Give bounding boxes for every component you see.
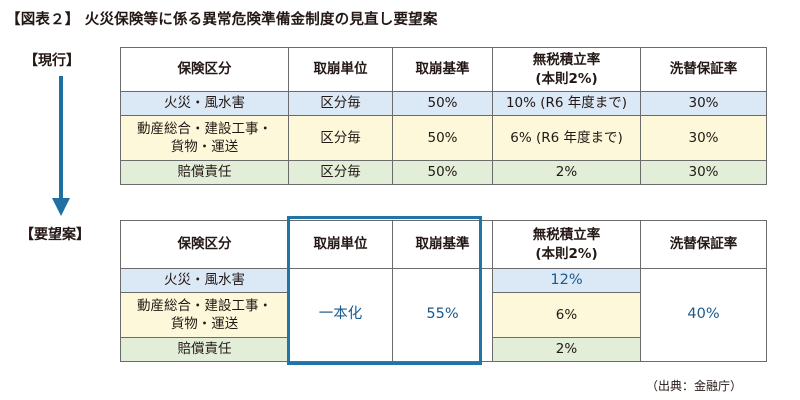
- source-note: （出典：金融庁）: [645, 379, 742, 393]
- table-header-row: 保険区分 取崩単位 取崩基準 無税積立率 (本則2%) 洗替保証率: [120, 47, 767, 92]
- cell-guarantee: 30%: [640, 91, 767, 116]
- header-category: 保険区分: [120, 47, 289, 92]
- header-unit: 取崩単位: [288, 220, 393, 269]
- table-row: 賠償責任 2%: [120, 337, 767, 362]
- cell-guarantee: 30%: [640, 115, 767, 161]
- cell-rate: 12%: [492, 268, 641, 293]
- cell-rate: 2%: [492, 160, 641, 185]
- table-row: 動産総合・建設工事・ 貨物・運送 6%: [120, 292, 767, 338]
- cell-rate: 6% (R6 年度まで): [492, 115, 641, 161]
- table-row: 賠償責任 区分毎 50% 2% 30%: [120, 160, 767, 185]
- cell-guarantee: 30%: [640, 160, 767, 185]
- header-standard: 取崩基準: [392, 47, 493, 92]
- proposal-table: 保険区分 取崩単位 取崩基準 無税積立率 (本則2%) 洗替保証率 火災・風水害 …: [120, 220, 767, 362]
- cell-standard: 50%: [392, 160, 493, 185]
- header-tax-free-rate: 無税積立率 (本則2%): [492, 220, 641, 269]
- cell-unit: 区分毎: [288, 160, 393, 185]
- cell-unit: 区分毎: [288, 91, 393, 116]
- cell-standard: 50%: [392, 91, 493, 116]
- table-row: 火災・風水害 一本化 55% 12% 40%: [120, 268, 767, 362]
- header-standard: 取崩基準: [392, 220, 493, 269]
- cell-category: 賠償責任: [120, 160, 289, 185]
- cell-category: 賠償責任: [120, 337, 289, 362]
- cell-unit-unified: 一本化: [288, 268, 393, 362]
- cell-rate: 6%: [492, 292, 641, 338]
- down-arrow-icon: [52, 76, 70, 216]
- cell-category: 火災・風水害: [120, 268, 289, 293]
- cell-guarantee-unified: 40%: [640, 268, 767, 362]
- header-category: 保険区分: [120, 220, 289, 269]
- figure-title: 【図表２】 火災保険等に係る異常危険準備金制度の見直し要望案: [6, 12, 438, 28]
- cell-rate: 10% (R6 年度まで): [492, 91, 641, 116]
- header-tax-free-rate: 無税積立率 (本則2%): [492, 47, 641, 92]
- current-label: 【現行】: [24, 53, 80, 69]
- cell-category: 動産総合・建設工事・ 貨物・運送: [120, 292, 289, 338]
- header-guarantee: 洗替保証率: [640, 220, 767, 269]
- table-header-row: 保険区分 取崩単位 取崩基準 無税積立率 (本則2%) 洗替保証率: [120, 220, 767, 269]
- cell-category: 火災・風水害: [120, 91, 289, 116]
- table-row: 火災・風水害 区分毎 50% 10% (R6 年度まで) 30%: [120, 91, 767, 116]
- cell-standard: 50%: [392, 115, 493, 161]
- cell-category: 動産総合・建設工事・ 貨物・運送: [120, 115, 289, 161]
- current-table: 保険区分 取崩単位 取崩基準 無税積立率 (本則2%) 洗替保証率 火災・風水害 …: [120, 47, 767, 185]
- cell-unit: 区分毎: [288, 115, 393, 161]
- proposal-label: 【要望案】: [20, 227, 90, 243]
- table-row: 動産総合・建設工事・ 貨物・運送 区分毎 50% 6% (R6 年度まで) 30%: [120, 115, 767, 161]
- header-unit: 取崩単位: [288, 47, 393, 92]
- cell-standard-unified: 55%: [392, 268, 493, 362]
- header-guarantee: 洗替保証率: [640, 47, 767, 92]
- cell-rate: 2%: [492, 337, 641, 362]
